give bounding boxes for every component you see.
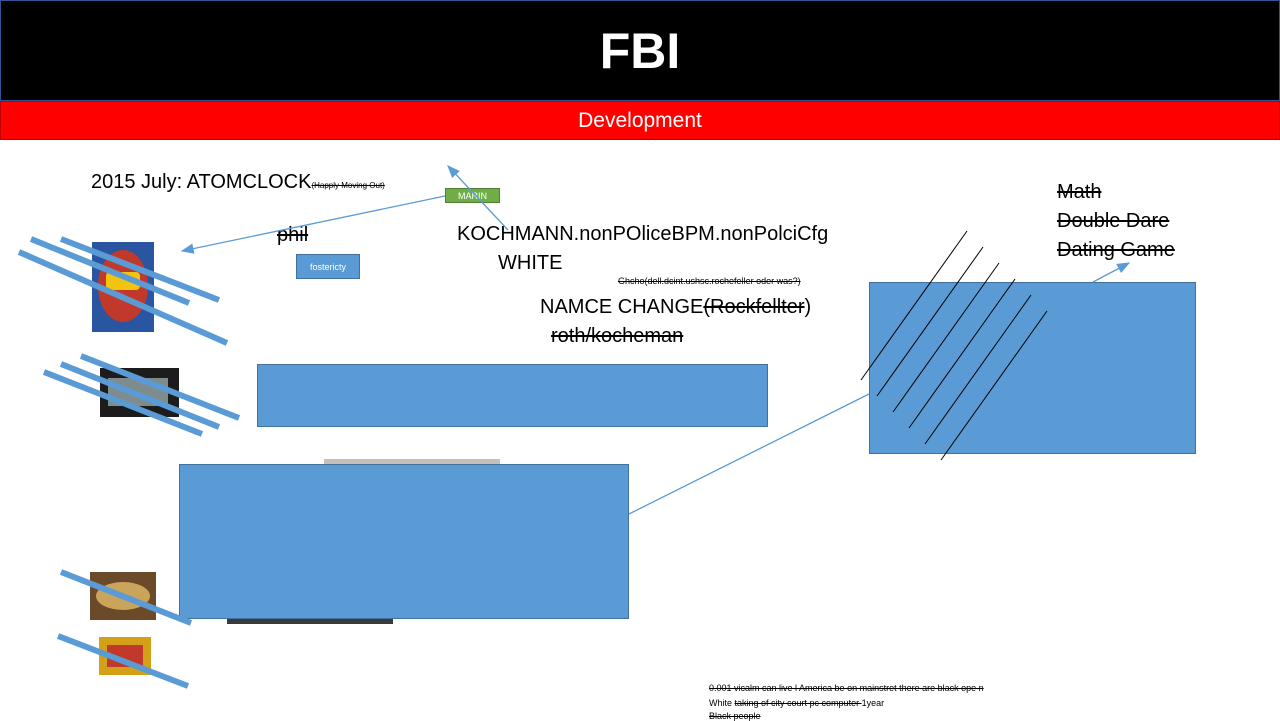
name-change-struck: (Rockfellter — [703, 296, 805, 318]
blue-rectangle-right — [869, 282, 1196, 454]
footer-note-2: White taking of city court pc computer 1… — [709, 698, 884, 708]
name-change-close: ) — [804, 296, 812, 318]
photo-strip-top — [324, 459, 500, 465]
arrow-to-game-list — [1092, 262, 1131, 283]
thumbnail-crossouts — [17, 236, 241, 689]
photo-strip-bottom — [227, 618, 393, 624]
fostericty-box: fostericty — [296, 254, 360, 279]
small-note: Ghcho(dell.dcint.ushsc.rochefeller oder … — [618, 276, 801, 286]
crossout-stroke — [79, 353, 241, 421]
page-title: FBI — [599, 23, 681, 79]
hatch-line — [908, 278, 1016, 429]
kochmann-label: KOCHMANN.nonPOliceBPM.nonPolciCfg — [457, 223, 829, 245]
footer-note-3: Black people — [709, 711, 761, 721]
header-bar — [0, 0, 1280, 101]
name-change-text: NAMCE CHANGE — [540, 296, 704, 318]
game-show-item-dating-game: Dating Game — [1057, 239, 1175, 261]
footer-note-2-suffix: 1year — [861, 698, 885, 708]
crossout-stroke — [56, 633, 190, 689]
crossout-stroke — [17, 249, 229, 346]
hatch-line — [892, 262, 1000, 413]
crossout-stroke — [59, 361, 221, 430]
crossout-stroke — [59, 569, 193, 626]
connector-line — [628, 393, 870, 515]
arrow-to-marin — [447, 165, 509, 231]
timeline-note: (Happly Moving Out) — [311, 181, 385, 190]
hatch-lines — [860, 230, 1048, 461]
hatch-line — [924, 294, 1032, 445]
timeline-date: 2015 July: ATOMCLOCK — [91, 171, 312, 193]
footer-note-2-prefix: White — [709, 698, 735, 708]
hatch-line — [860, 230, 968, 381]
marin-box: MARIN — [445, 188, 500, 203]
game-show-item-double-dare: Double Dare — [1057, 210, 1170, 232]
crossout-stroke — [42, 369, 204, 437]
subtitle-bar — [0, 101, 1280, 140]
blue-rectangle-middle — [257, 364, 768, 427]
page-subtitle: Development — [578, 109, 702, 132]
footer-note-1: 0.001 vicalm can live l America be on ma… — [709, 683, 984, 693]
arrow-to-happy-days — [180, 195, 446, 254]
game-show-item-math: Math — [1057, 181, 1102, 203]
timeline-heading: 2015 July: ATOMCLOCK(Happly Moving Out) — [91, 171, 385, 194]
name-change-label: NAMCE CHANGE(Rockfellter) — [540, 296, 811, 319]
roth-label: roth/kocheman — [551, 325, 684, 347]
white-label: WHITE — [498, 252, 563, 274]
hatch-line — [876, 246, 984, 397]
crossout-stroke — [59, 236, 221, 303]
blue-rectangle-large — [179, 464, 629, 619]
hatch-line — [940, 310, 1048, 461]
footer-note-2-struck: taking of city court pc computer — [734, 698, 862, 708]
crossout-stroke — [29, 236, 191, 306]
